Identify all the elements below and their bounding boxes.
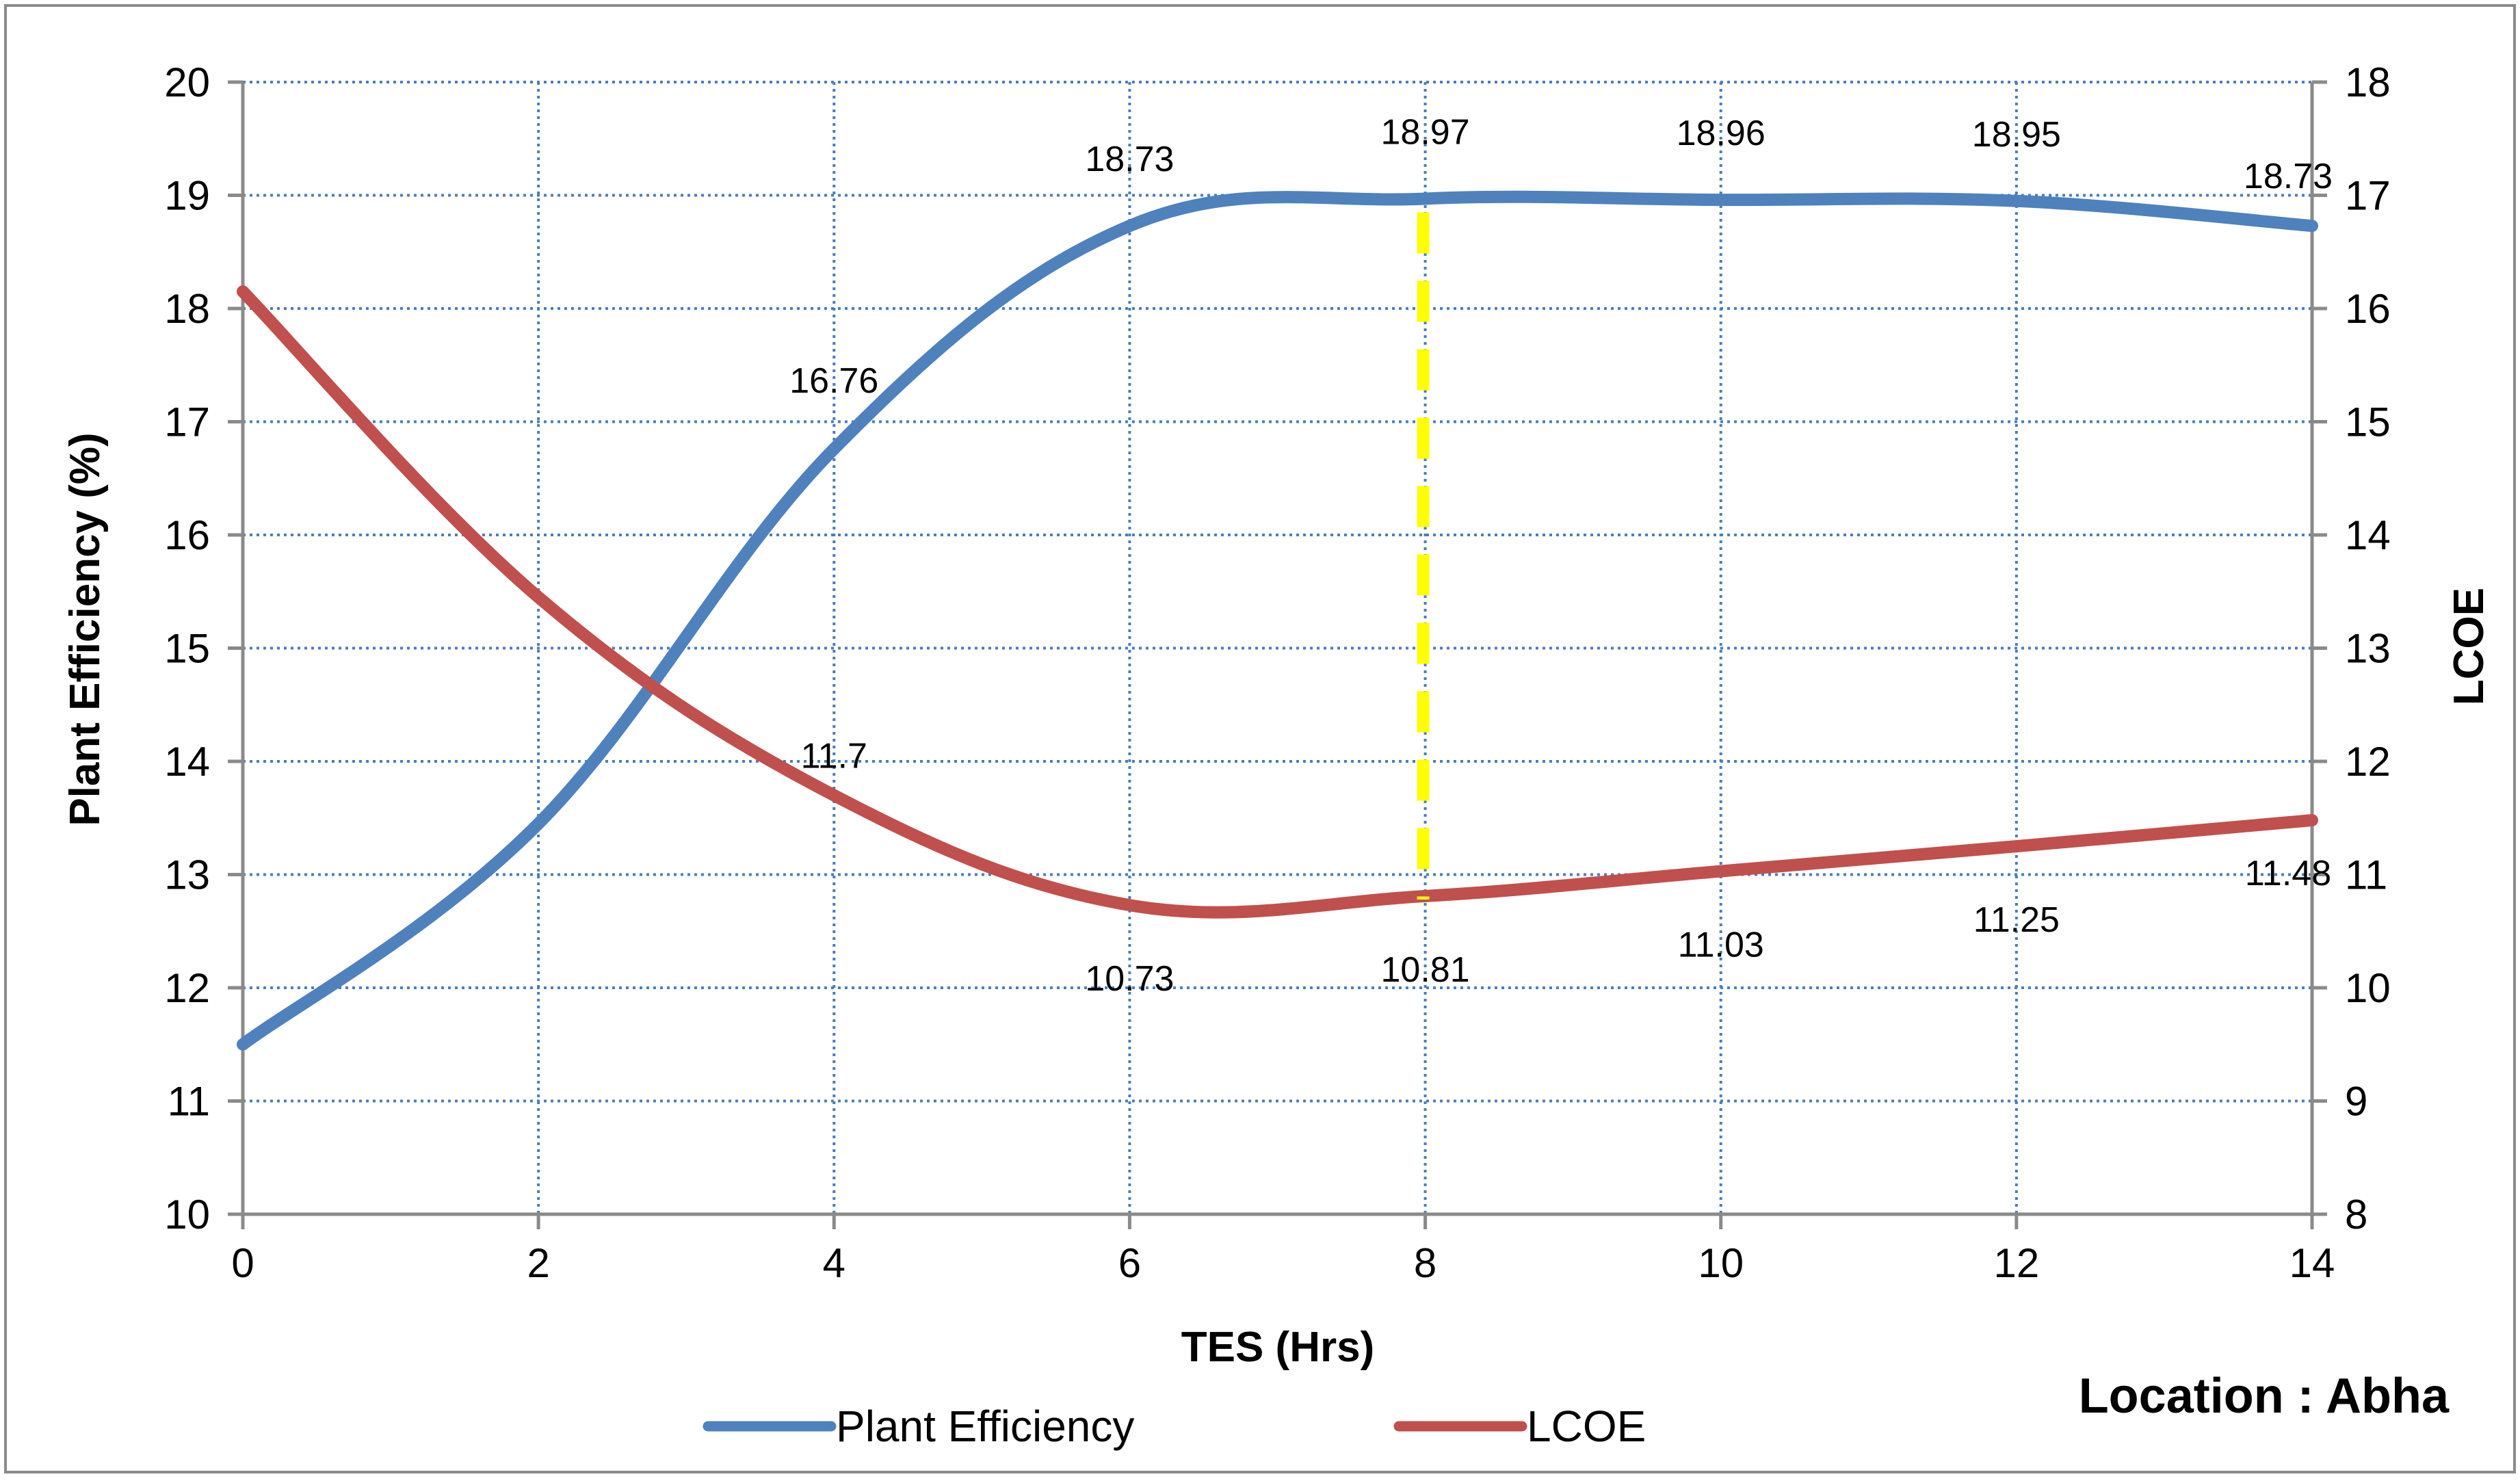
data-point-plant-efficiency bbox=[1424, 197, 1427, 200]
series-layer bbox=[237, 190, 2318, 1051]
series-line-lcoe bbox=[237, 285, 2318, 919]
y-left-tick-label: 17 bbox=[164, 399, 210, 445]
x-tick-label: 4 bbox=[823, 1240, 845, 1286]
y-right-tick-label: 15 bbox=[2345, 399, 2391, 445]
axes-layer: 1011121314151617181920891011121314151617… bbox=[164, 60, 2391, 1286]
y-left-tick-label: 19 bbox=[164, 173, 210, 219]
y-left-tick-label: 12 bbox=[164, 965, 210, 1011]
y-right-tick-label: 18 bbox=[2345, 60, 2391, 105]
data-label-lcoe: 10.73 bbox=[1085, 959, 1174, 999]
data-point-lcoe bbox=[832, 794, 835, 797]
y-left-tick-label: 16 bbox=[164, 512, 210, 558]
chart-frame bbox=[4, 4, 2516, 1473]
x-tick-label: 2 bbox=[527, 1240, 549, 1286]
data-label-plant-efficiency: 18.73 bbox=[1085, 140, 1174, 179]
y-right-tick-label: 10 bbox=[2345, 965, 2391, 1011]
x-tick-label: 12 bbox=[1993, 1240, 2039, 1286]
y-axis-right-title: LCOE bbox=[2445, 588, 2493, 705]
y-axis-left-title: Plant Efficiency (%) bbox=[62, 432, 109, 826]
data-point-lcoe bbox=[1720, 870, 1722, 873]
x-tick-label: 6 bbox=[1118, 1240, 1141, 1286]
data-point-lcoe bbox=[537, 596, 540, 599]
y-right-tick-label: 9 bbox=[2345, 1079, 2367, 1125]
data-point-plant-efficiency bbox=[2015, 200, 2018, 202]
y-right-tick-label: 17 bbox=[2345, 173, 2391, 219]
data-point-plant-efficiency bbox=[241, 1043, 244, 1046]
y-right-tick-label: 16 bbox=[2345, 286, 2391, 332]
data-label-plant-efficiency: 18.73 bbox=[2244, 157, 2333, 196]
data-label-plant-efficiency: 16.76 bbox=[789, 361, 878, 401]
location-annotation: Location : Abha bbox=[2079, 1369, 2450, 1424]
legend: Plant Efficiency LCOE bbox=[703, 1402, 1646, 1451]
x-tick-label: 0 bbox=[231, 1240, 254, 1286]
data-label-plant-efficiency: 18.96 bbox=[1677, 114, 1766, 153]
y-right-tick-label: 8 bbox=[2345, 1192, 2367, 1237]
y-left-tick-label: 20 bbox=[164, 60, 210, 105]
y-left-tick-label: 18 bbox=[164, 286, 210, 332]
data-label-plant-efficiency: 18.95 bbox=[1972, 115, 2061, 155]
y-right-tick-label: 11 bbox=[2345, 852, 2387, 898]
legend-label-lcoe: LCOE bbox=[1527, 1402, 1646, 1451]
legend-label-plant-efficiency: Plant Efficiency bbox=[836, 1402, 1134, 1451]
data-label-lcoe: 11.03 bbox=[1678, 926, 1764, 965]
y-left-tick-label: 11 bbox=[168, 1079, 210, 1125]
labels-layer: 16.76 18.73 18.97 18.96 18.95 18.73 11.7 10.73 1… bbox=[789, 112, 2333, 999]
data-point-lcoe bbox=[241, 290, 244, 293]
y-right-tick-label: 13 bbox=[2345, 626, 2391, 672]
y-left-tick-label: 13 bbox=[164, 852, 210, 898]
data-label-plant-efficiency: 18.97 bbox=[1381, 112, 1470, 152]
data-point-lcoe bbox=[2311, 819, 2313, 822]
x-axis-title: TES (Hrs) bbox=[1181, 1324, 1374, 1371]
data-label-lcoe: 11.7 bbox=[801, 737, 867, 776]
data-point-plant-efficiency bbox=[1720, 198, 1722, 201]
data-point-plant-efficiency bbox=[537, 822, 540, 825]
y-right-tick-label: 12 bbox=[2345, 739, 2391, 785]
data-point-plant-efficiency bbox=[2311, 224, 2313, 227]
data-point-lcoe bbox=[1128, 904, 1131, 906]
data-label-lcoe: 11.25 bbox=[1973, 900, 2060, 940]
series-line-plant-efficiency bbox=[237, 190, 2318, 1051]
data-point-plant-efficiency bbox=[832, 447, 835, 450]
y-left-tick-label: 14 bbox=[164, 739, 210, 785]
data-point-plant-efficiency bbox=[1128, 224, 1131, 227]
x-tick-label: 14 bbox=[2289, 1240, 2335, 1286]
data-label-lcoe: 11.48 bbox=[2245, 854, 2331, 893]
data-label-lcoe: 10.81 bbox=[1381, 950, 1470, 990]
x-tick-label: 8 bbox=[1414, 1240, 1436, 1286]
y-right-tick-label: 14 bbox=[2345, 512, 2391, 558]
y-left-tick-label: 10 bbox=[164, 1192, 210, 1237]
data-point-lcoe bbox=[2015, 845, 2018, 848]
x-tick-label: 10 bbox=[1698, 1240, 1744, 1286]
y-left-tick-label: 15 bbox=[164, 626, 210, 672]
